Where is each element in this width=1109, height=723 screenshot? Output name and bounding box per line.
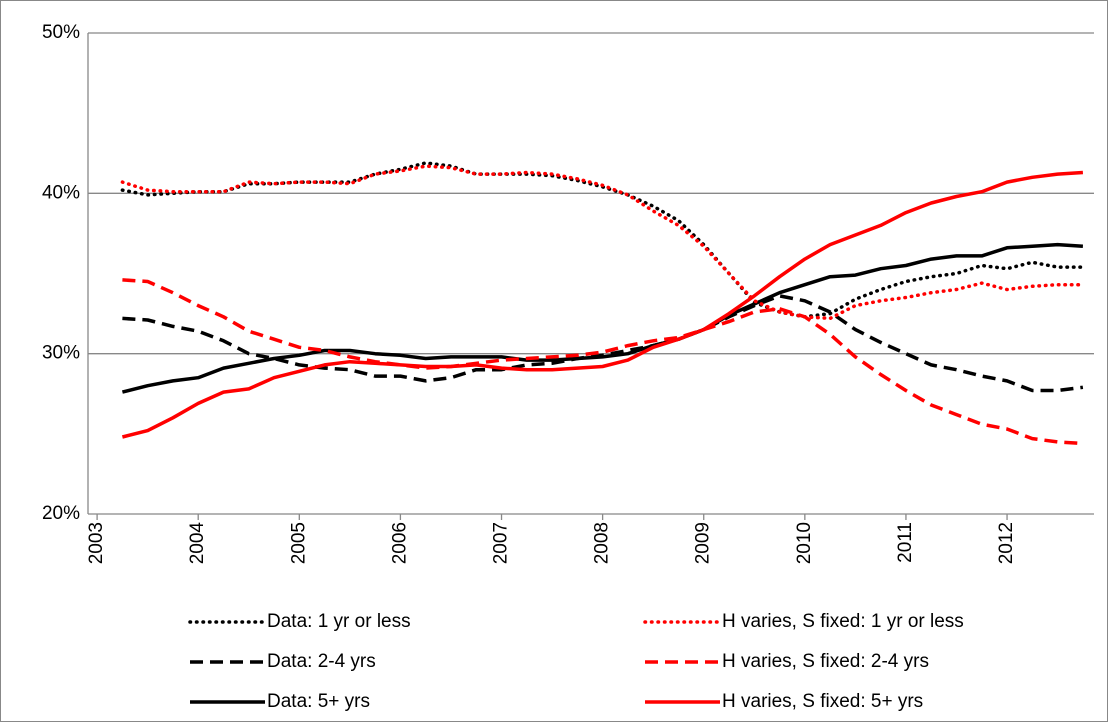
line-series (120, 164, 1085, 321)
x-tick-label: 2004 (187, 522, 208, 565)
legend-label: Data: 5+ yrs (267, 691, 370, 712)
line-series (122, 278, 1084, 446)
legend-label: Data: 1 yr or less (267, 611, 411, 632)
x-tick-label: 2008 (592, 522, 613, 564)
x-tick-label: 2010 (794, 522, 815, 564)
legend-label: Data: 2-4 yrs (267, 651, 376, 672)
legend-label: H varies, S fixed: 2-4 yrs (722, 651, 929, 672)
x-tick-label: 2006 (389, 522, 410, 564)
legend-label: H varies, S fixed: 5+ yrs (722, 691, 923, 712)
x-tick-label: 2011 (895, 522, 916, 563)
y-tick-label: 40% (42, 182, 80, 203)
legend-label: H varies, S fixed: 1 yr or less (722, 611, 964, 632)
y-tick-label: 50% (42, 22, 80, 43)
line-series (121, 242, 1084, 394)
x-tick-label: 2009 (693, 522, 714, 564)
y-tick-label: 30% (42, 343, 80, 364)
x-tick-label: 2005 (288, 522, 309, 564)
x-tick-label: 2003 (86, 522, 107, 564)
y-tick-label: 20% (42, 503, 80, 524)
line-series (121, 170, 1084, 439)
x-tick-label: 2007 (491, 522, 512, 564)
x-tick-label: 2012 (996, 522, 1017, 564)
